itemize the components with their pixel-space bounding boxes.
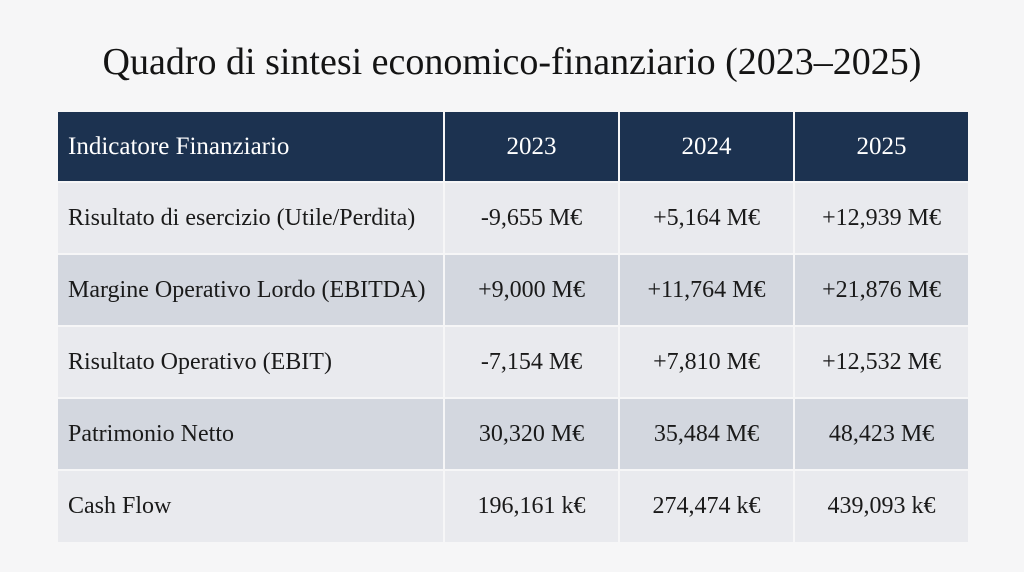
cell-value: +21,876 M€ [794,253,968,326]
cell-value: +5,164 M€ [619,181,795,254]
column-header-2024: 2024 [619,112,795,182]
column-header-2023: 2023 [444,112,620,182]
cell-value: -7,154 M€ [444,325,620,398]
table-row: Risultato Operativo (EBIT) -7,154 M€ +7,… [58,325,968,398]
page-title: Quadro di sintesi economico-finanziario … [102,41,922,83]
table-row: Patrimonio Netto 30,320 M€ 35,484 M€ 48,… [58,397,968,470]
cell-value: +11,764 M€ [619,253,795,326]
cell-value: 30,320 M€ [444,397,620,470]
table-header-row: Indicatore Finanziario 2023 2024 2025 [58,112,968,182]
cell-value: +12,939 M€ [794,181,968,254]
cell-value: 35,484 M€ [619,397,795,470]
row-label: Margine Operativo Lordo (EBITDA) [58,253,445,326]
cell-value: 439,093 k€ [794,469,968,542]
cell-value: +9,000 M€ [444,253,620,326]
row-label: Risultato Operativo (EBIT) [58,325,445,398]
column-header-2025: 2025 [794,112,968,182]
cell-value: -9,655 M€ [444,181,620,254]
row-label: Patrimonio Netto [58,397,445,470]
cell-value: 196,161 k€ [444,469,620,542]
table-row: Risultato di esercizio (Utile/Perdita) -… [58,181,968,254]
row-label: Risultato di esercizio (Utile/Perdita) [58,181,445,254]
row-label: Cash Flow [58,469,445,542]
column-header-indicator: Indicatore Finanziario [58,112,445,182]
table-row: Margine Operativo Lordo (EBITDA) +9,000 … [58,253,968,326]
cell-value: +12,532 M€ [794,325,968,398]
cell-value: 48,423 M€ [794,397,968,470]
cell-value: 274,474 k€ [619,469,795,542]
table-row: Cash Flow 196,161 k€ 274,474 k€ 439,093 … [58,469,968,542]
financial-summary-table: Indicatore Finanziario 2023 2024 2025 Ri… [58,112,968,542]
cell-value: +7,810 M€ [619,325,795,398]
